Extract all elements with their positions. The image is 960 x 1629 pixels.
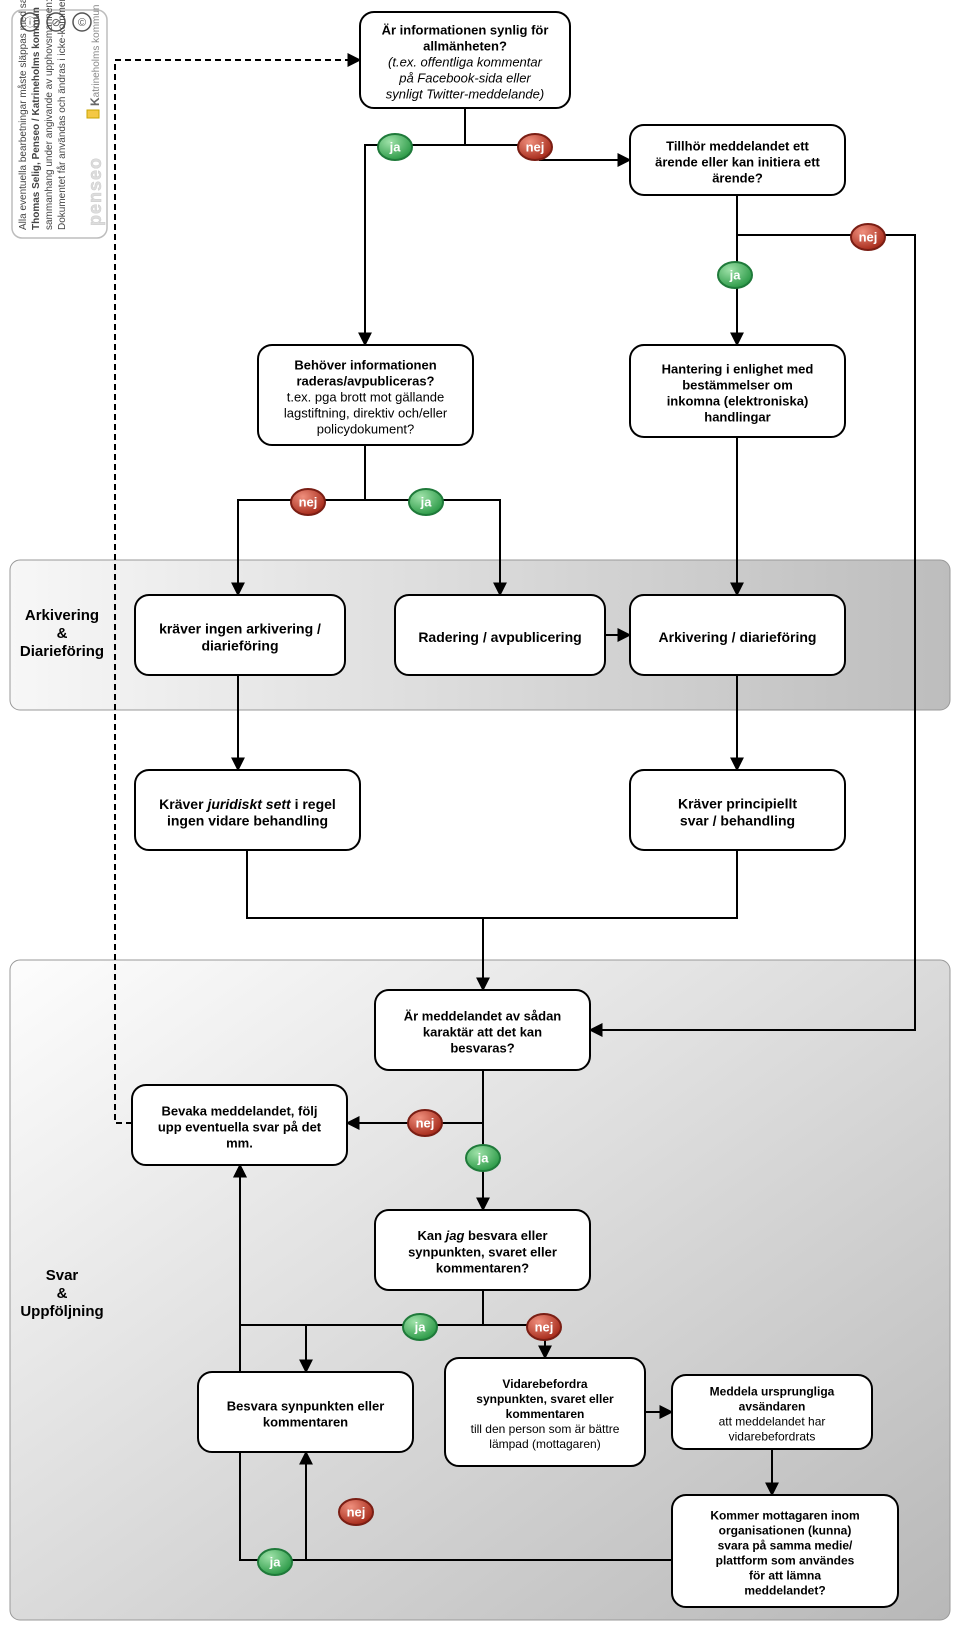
node-n1-line2: (t.ex. offentliga kommentar: [388, 55, 543, 70]
node-n9-line1: svar / behandling: [680, 813, 795, 829]
badge-label-15: nej: [535, 1320, 554, 1335]
node-n8-text2: ingen vidare behandling: [167, 813, 328, 829]
badge-label-3: nej: [859, 230, 878, 245]
node-n15-line1: avsändaren: [739, 1400, 806, 1414]
logo-katrineholm: Katrineholms kommun: [88, 5, 102, 106]
node-n2-line0: Tillhör meddelandet ett: [666, 139, 809, 154]
node-n13-line0: Besvara synpunkten eller: [227, 1399, 385, 1414]
badge-label-12: nej: [416, 1116, 435, 1131]
node-n15-line3: vidarebefordrats: [729, 1430, 816, 1444]
node-n10-line0: Är meddelandet av sådan: [404, 1009, 562, 1024]
node-n14-line2: kommentaren: [506, 1407, 585, 1421]
node-n6-line0: Radering / avpublicering: [418, 629, 581, 645]
node-n14-line3: till den person som är bättre: [471, 1422, 620, 1436]
attribution-line-2: Thomas Selig, Penseo / Katrineholms komm…: [31, 7, 42, 230]
badge-label-2: ja: [729, 268, 742, 283]
badge-label-18: nej: [347, 1505, 366, 1520]
node-n11-line1: upp eventuella svar på det: [158, 1120, 322, 1135]
node-n3-line1: raderas/avpubliceras?: [296, 374, 434, 389]
badge-label-13: ja: [477, 1151, 490, 1166]
node-n3-line4: policydokument?: [317, 422, 415, 437]
badge-label-4: nej: [299, 495, 318, 510]
node-n16-line3: plattform som användes: [716, 1554, 855, 1568]
node-n2-line1: ärende eller kan initiera ett: [655, 155, 820, 170]
node-n3-line3: lagstiftning, direktiv och/eller: [284, 406, 448, 421]
node-n16-line1: organisationen (kunna): [719, 1524, 852, 1538]
node-n9-line0: Kräver principiellt: [678, 796, 797, 812]
node-n5-line1: diarieföring: [201, 638, 278, 654]
node-n10-line1: karaktär att det kan: [423, 1025, 542, 1040]
badge-label-14: ja: [414, 1320, 427, 1335]
node-n16-line5: meddelandet?: [744, 1584, 825, 1598]
node-n16-line2: svara på samma medie/: [718, 1539, 853, 1553]
node-n14-line0: Vidarebefordra: [502, 1377, 587, 1391]
logo-penseo: penseo: [85, 157, 105, 226]
node-n1-line4: synligt Twitter-meddelande): [386, 87, 544, 102]
node-n3-line0: Behöver informationen: [294, 358, 436, 373]
node-n15-line2: att meddelandet har: [719, 1415, 826, 1429]
badge-label-19: ja: [269, 1555, 282, 1570]
node-n1-line0: Är informationen synlig för: [382, 23, 549, 38]
node-n3-line2: t.ex. pga brott mot gällande: [287, 390, 445, 405]
node-n12-text2: synpunkten, svaret eller: [408, 1245, 557, 1260]
node-n4-line2: inkomna (elektroniska): [667, 394, 809, 409]
node-n4-line1: bestämmelser om: [682, 378, 793, 393]
cc-icon-glyph-2: ©: [78, 17, 86, 29]
node-n4-line0: Hantering i enlighet med: [662, 362, 814, 377]
attribution-line-1: sammanhang under angivande av upphovsman…: [44, 0, 55, 230]
node-n11-line0: Bevaka meddelandet, följ: [161, 1104, 317, 1119]
node-n13-line1: kommentaren: [263, 1415, 348, 1430]
badge-label-0: ja: [389, 140, 402, 155]
node-n7-line0: Arkivering / diarieföring: [659, 629, 817, 645]
node-n15-line0: Meddela ursprungliga: [710, 1385, 835, 1399]
edge-11: [483, 850, 737, 918]
node-n5-line0: kräver ingen arkivering /: [159, 621, 321, 637]
badge-label-1: nej: [526, 140, 545, 155]
node-n1-line1: allmänheten?: [423, 39, 507, 54]
node-n11-line2: mm.: [226, 1136, 253, 1151]
node-n14-line4: lämpad (mottagaren): [489, 1437, 600, 1451]
attribution-line-3: Alla eventuella bearbetningar måste släp…: [17, 0, 29, 230]
node-n1-line3: på Facebook-sida eller: [398, 71, 531, 86]
node-n4-line3: handlingar: [704, 410, 770, 425]
node-n16-line0: Kommer mottagaren inom: [710, 1509, 859, 1523]
node-n12-text: Kan jag besvara eller: [417, 1229, 547, 1244]
node-n2-line2: ärende?: [712, 171, 763, 186]
attribution-line-0: Dokumentet får användas och ändras i ick…: [56, 0, 68, 230]
node-n8-text: Kräver juridiskt sett i regel: [159, 796, 336, 812]
node-n12-text3: kommentaren?: [436, 1261, 529, 1276]
node-n10-line2: besvaras?: [450, 1041, 514, 1056]
node-n14-line1: synpunkten, svaret eller: [476, 1392, 614, 1406]
badge-label-5: ja: [420, 495, 433, 510]
crest-icon: [87, 110, 99, 118]
node-n16-line4: för att lämna: [749, 1569, 821, 1583]
